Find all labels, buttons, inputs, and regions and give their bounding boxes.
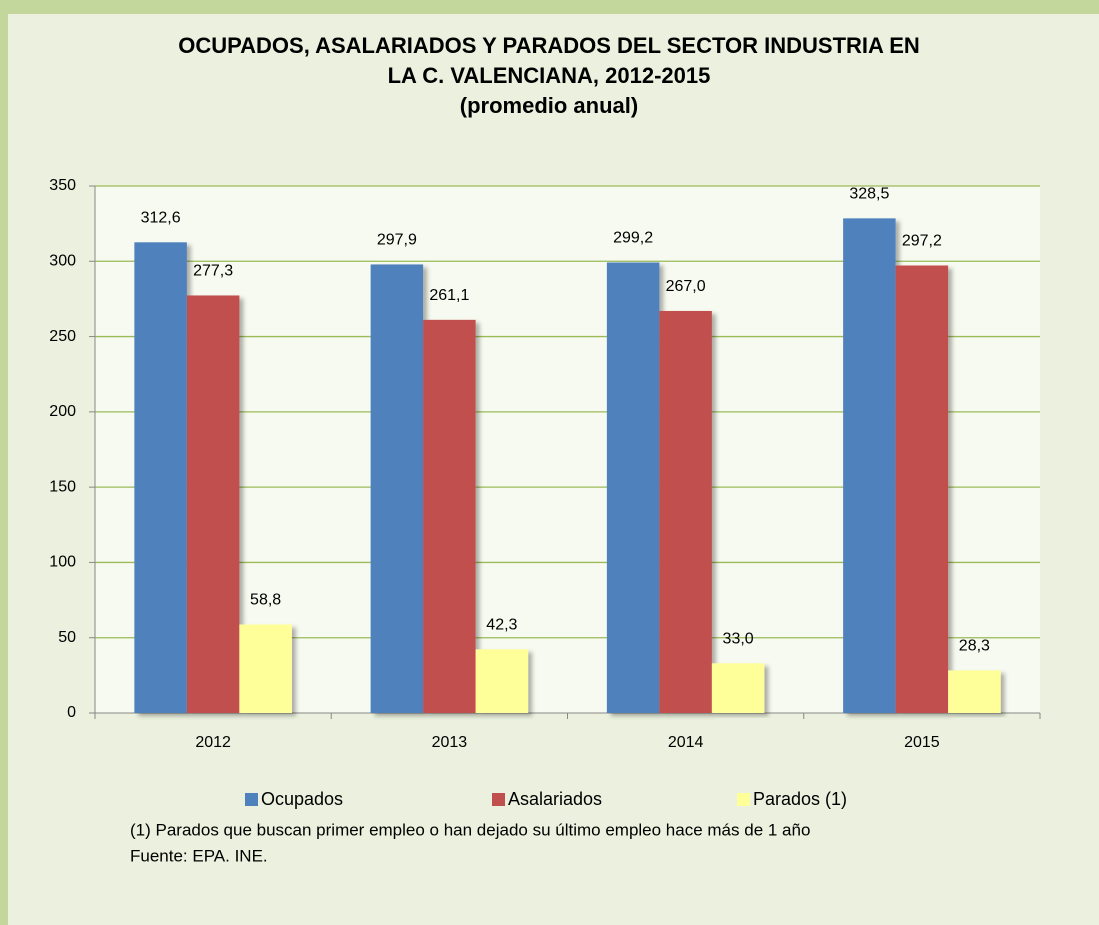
value-label: 297,9 (377, 232, 417, 249)
y-tick-label: 250 (49, 328, 76, 345)
x-tick-label: 2012 (195, 734, 231, 751)
value-label: 277,3 (193, 263, 233, 280)
bar (134, 242, 187, 713)
legend-label: Parados (1) (753, 789, 847, 809)
value-label: 267,0 (666, 278, 706, 295)
bar (423, 319, 476, 713)
bar (606, 262, 660, 713)
y-tick-label: 350 (49, 177, 76, 194)
value-label: 299,2 (613, 230, 653, 247)
legend-swatch (492, 793, 505, 806)
legend-swatch (737, 793, 750, 806)
footnote: (1) Parados que buscan primer empleo o h… (130, 820, 810, 839)
chart-title: (promedio anual) (460, 93, 638, 118)
value-label: 261,1 (429, 287, 469, 304)
bar (843, 218, 896, 713)
x-tick-label: 2014 (668, 734, 704, 751)
y-tick-label: 200 (49, 403, 76, 420)
bar (186, 295, 240, 713)
bar (370, 264, 424, 713)
bar (239, 624, 292, 713)
bar (948, 670, 1001, 713)
value-label: 312,6 (141, 210, 181, 227)
x-tick-label: 2015 (904, 734, 940, 751)
y-tick-label: 100 (49, 554, 76, 571)
value-label: 42,3 (486, 617, 517, 634)
footnote: Fuente: EPA. INE. (130, 846, 268, 865)
x-tick-label: 2013 (432, 734, 468, 751)
chart-title: OCUPADOS, ASALARIADOS Y PARADOS DEL SECT… (178, 33, 920, 58)
value-label: 28,3 (959, 638, 990, 655)
legend-swatch (245, 793, 258, 806)
value-label: 33,0 (723, 631, 754, 648)
y-tick-label: 300 (49, 253, 76, 270)
y-tick-label: 50 (58, 629, 76, 646)
bar (475, 649, 529, 713)
value-label: 58,8 (250, 592, 281, 609)
y-tick-label: 0 (67, 704, 76, 721)
bar (711, 663, 765, 713)
legend-label: Asalariados (508, 789, 602, 809)
bar (659, 310, 712, 713)
legend-label: Ocupados (261, 789, 343, 809)
chart-title: LA C. VALENCIANA, 2012-2015 (388, 63, 711, 88)
value-label: 297,2 (902, 233, 942, 250)
y-tick-label: 150 (49, 478, 76, 495)
value-label: 328,5 (849, 186, 889, 203)
bar (895, 265, 949, 713)
